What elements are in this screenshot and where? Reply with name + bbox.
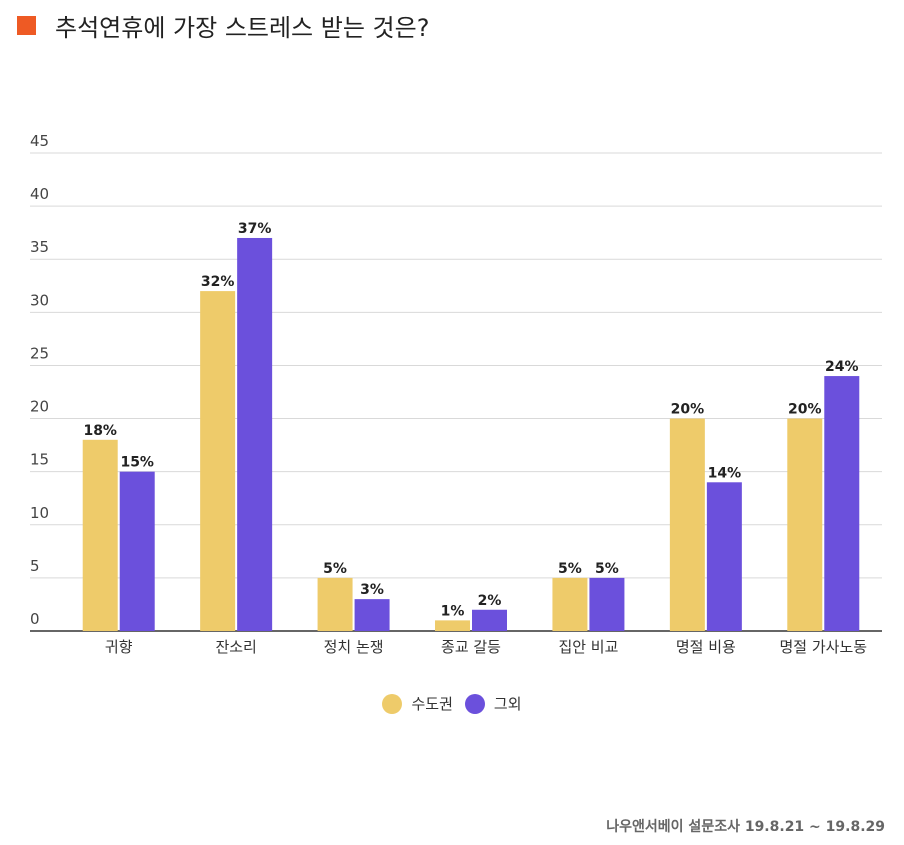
x-tick-label: 잔소리 bbox=[215, 638, 256, 656]
title-row: 추석연휴에 가장 스트레스 받는 것은? bbox=[17, 8, 429, 43]
chart-title: 추석연휴에 가장 스트레스 받는 것은? bbox=[55, 14, 430, 42]
data-label: 2% bbox=[478, 593, 502, 609]
x-tick-label: 정치 논쟁 bbox=[324, 638, 384, 656]
x-tick-label: 귀향 bbox=[105, 638, 133, 656]
y-tick-label: 35 bbox=[30, 238, 49, 256]
data-label: 32% bbox=[201, 274, 235, 290]
data-label: 20% bbox=[788, 402, 822, 418]
y-tick-label: 5 bbox=[30, 557, 40, 575]
bar bbox=[472, 609, 507, 631]
bar bbox=[669, 418, 705, 631]
data-label: 3% bbox=[360, 582, 384, 598]
data-label: 20% bbox=[671, 402, 705, 418]
data-label: 24% bbox=[825, 359, 859, 375]
legend-label: 그외 bbox=[493, 695, 522, 713]
y-tick-label: 40 bbox=[30, 185, 49, 203]
x-tick-label: 집안 비교 bbox=[558, 638, 618, 656]
data-label: 5% bbox=[323, 561, 347, 577]
data-label: 18% bbox=[83, 423, 117, 439]
data-label: 15% bbox=[120, 455, 154, 471]
bar bbox=[706, 482, 742, 631]
bar bbox=[317, 577, 353, 631]
source-note: 나우앤서베이 설문조사 19.8.21 ~ 19.8.29 bbox=[606, 819, 885, 835]
bar bbox=[119, 471, 155, 631]
x-tick-label: 명절 가사노동 bbox=[779, 638, 867, 656]
data-label: 1% bbox=[441, 603, 465, 619]
bar bbox=[589, 577, 625, 631]
bar-chart: 0 5 10 15 20 25 30 35 40 45 18%15% 귀향 32% 37% 잔소리 5% 3% 정… bbox=[30, 132, 882, 656]
legend-swatch bbox=[382, 693, 403, 714]
y-tick-label: 45 bbox=[30, 132, 49, 150]
bar bbox=[552, 577, 588, 631]
bar bbox=[200, 291, 236, 631]
y-tick-label: 20 bbox=[30, 398, 49, 416]
data-label: 37% bbox=[238, 221, 272, 237]
y-tick-label: 10 bbox=[30, 504, 49, 522]
legend-item: 그외 bbox=[464, 693, 522, 714]
data-label: 5% bbox=[595, 561, 619, 577]
y-tick-label: 0 bbox=[30, 610, 40, 628]
title-marker-square bbox=[17, 16, 36, 35]
bar bbox=[824, 376, 860, 631]
bar bbox=[435, 620, 470, 631]
bar bbox=[82, 439, 118, 631]
data-label: 14% bbox=[708, 465, 742, 481]
bar bbox=[354, 599, 390, 631]
chart-legend: 수도권 그외 bbox=[0, 693, 904, 714]
x-tick-label: 종교 갈등 bbox=[441, 638, 501, 656]
legend-item: 수도권 bbox=[382, 693, 453, 714]
y-tick-label: 25 bbox=[30, 344, 49, 362]
bar bbox=[237, 237, 273, 631]
data-label: 5% bbox=[558, 561, 582, 577]
bar bbox=[787, 418, 823, 631]
x-tick-label: 명절 비용 bbox=[676, 638, 736, 656]
y-tick-label: 30 bbox=[30, 291, 49, 309]
y-tick-label: 15 bbox=[30, 451, 49, 469]
legend-swatch bbox=[464, 693, 485, 714]
legend-label: 수도권 bbox=[411, 695, 453, 713]
